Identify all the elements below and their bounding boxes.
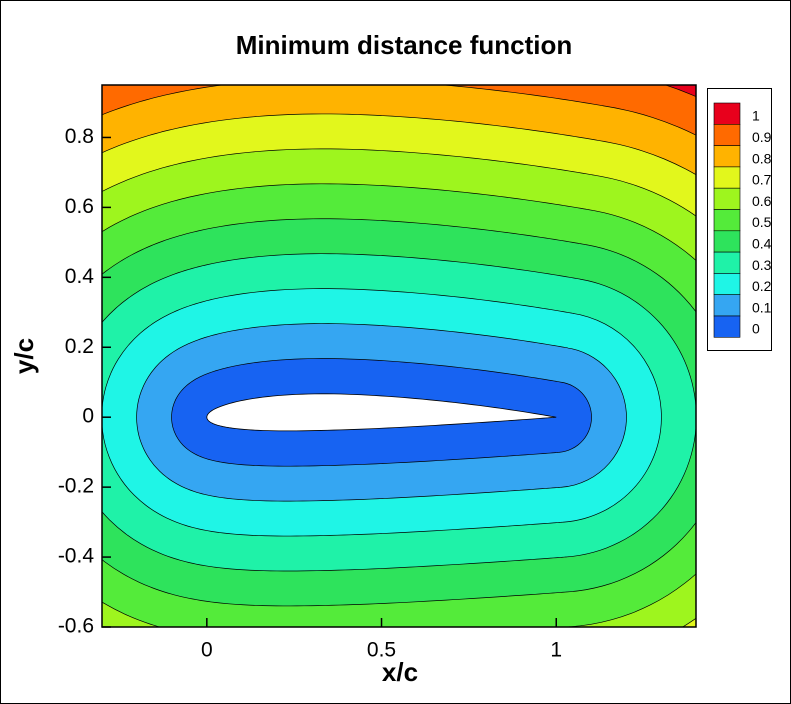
chart-title: Minimum distance function bbox=[236, 30, 573, 60]
legend-label: 0.6 bbox=[752, 193, 772, 209]
axes: 0 0.5 1 -0.6 -0.4 -0.2 0 0.2 0.4 0.6 0.8 bbox=[58, 84, 697, 662]
legend-swatch bbox=[713, 187, 741, 210]
legend-swatch bbox=[713, 230, 741, 253]
legend-label: 0.9 bbox=[752, 129, 772, 145]
y-tick-label: 0.4 bbox=[65, 265, 95, 288]
y-tick-label: -0.6 bbox=[58, 615, 94, 638]
legend-swatch bbox=[713, 251, 741, 274]
plot-area bbox=[102, 85, 696, 627]
legend-label: 0.8 bbox=[752, 150, 772, 166]
legend-label: 0.4 bbox=[752, 236, 772, 252]
x-tick-label: 0 bbox=[201, 639, 213, 662]
legend: 1 0.9 0.8 0.7 0.6 0.5 0.4 0.3 0.2 0.1 0 bbox=[713, 102, 772, 338]
y-tick-label: 0.2 bbox=[65, 335, 94, 358]
legend-swatch bbox=[713, 209, 741, 232]
legend-swatch bbox=[713, 273, 741, 295]
y-tick-label: 0.8 bbox=[65, 125, 94, 148]
legend-label: 1 bbox=[752, 108, 760, 124]
legend-swatch bbox=[713, 124, 741, 146]
x-axis-label: x/c bbox=[382, 657, 418, 687]
legend-swatch bbox=[713, 315, 741, 338]
y-axis-label: y/c bbox=[9, 338, 39, 374]
x-tick-label: 0.5 bbox=[367, 639, 396, 662]
legend-label: 0.5 bbox=[752, 214, 772, 230]
legend-label: 0.1 bbox=[752, 299, 772, 315]
legend-label: 0 bbox=[752, 321, 760, 337]
y-tick-label: 0 bbox=[82, 405, 94, 428]
y-tick-label: 0.6 bbox=[65, 195, 94, 218]
legend-swatch bbox=[713, 166, 741, 189]
legend-label: 0.3 bbox=[752, 257, 772, 273]
plot-border bbox=[101, 84, 697, 628]
airfoil bbox=[206, 393, 557, 432]
legend-swatch bbox=[713, 294, 741, 317]
legend-swatch bbox=[713, 145, 741, 168]
y-tick-label: -0.2 bbox=[58, 475, 94, 498]
legend-label: 0.7 bbox=[752, 172, 772, 188]
y-tick-label: -0.4 bbox=[58, 545, 95, 568]
legend-label: 0.2 bbox=[752, 278, 772, 294]
legend-swatch bbox=[713, 102, 741, 125]
x-tick-label: 1 bbox=[550, 639, 562, 662]
